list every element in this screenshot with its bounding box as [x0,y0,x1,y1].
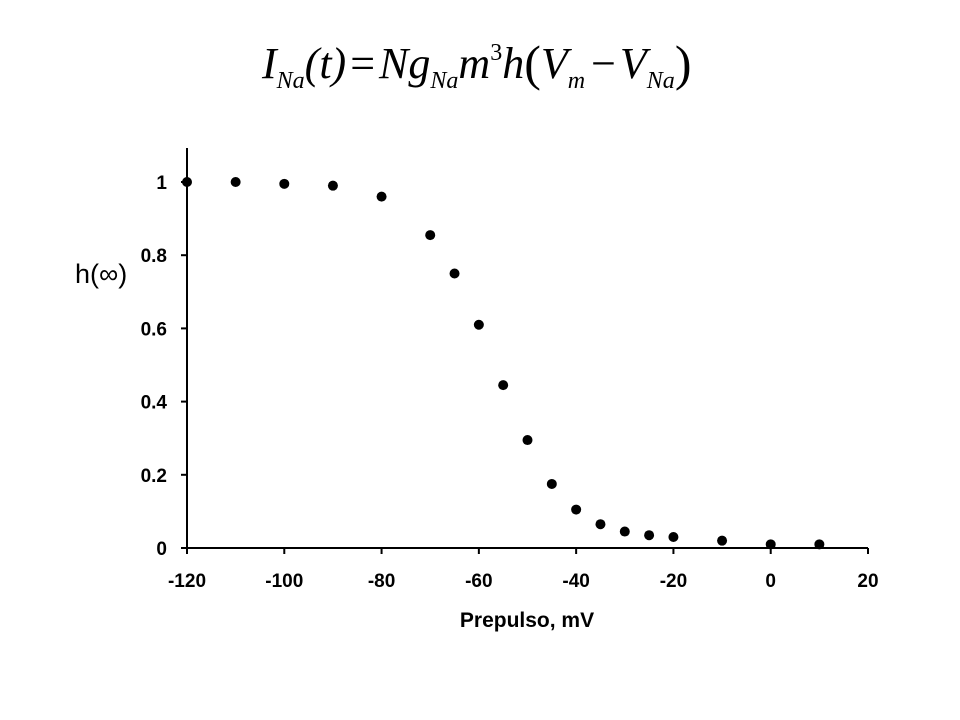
x-tick-label: -80 [368,571,395,592]
x-tick-label: 20 [857,571,878,592]
y-tick-label: 0.8 [141,246,167,267]
current-equation: INa(t)=NgNam3h(Vm −VNa) [261,35,691,94]
x-tick-label: 0 [765,571,776,592]
data-points [182,177,825,550]
eq-m: m [458,39,490,88]
x-axis-title: Prepulso, mV [460,609,594,632]
data-point [814,539,825,550]
eq-m-exp: 3 [490,40,502,66]
data-point [327,180,338,191]
eq-lhs-arg: (t) [305,39,347,88]
svg-text:INa(t)=NgNam3h(Vm−VNa): INa(t)=NgNam3h(Vm −VNa) [261,35,691,94]
y-tick-label: 0.4 [141,393,168,414]
data-point [619,526,630,537]
y-tick-label: 1 [156,173,167,194]
data-point [279,178,290,189]
data-point [425,230,436,241]
axes [186,148,868,549]
x-tick-label: -60 [465,571,492,592]
data-point [376,191,387,202]
data-point [230,177,241,187]
data-point [449,268,460,279]
y-tick-label: 0 [156,539,167,560]
data-point [473,319,484,330]
eq-lparen: ( [524,35,541,91]
data-point [571,504,582,515]
eq-VNa: V [620,39,652,88]
eq-Vm: V [541,39,573,88]
data-point [546,478,557,489]
data-point [765,539,776,550]
eq-Vm-sub: m [568,68,585,94]
eq-h: h [502,39,524,88]
data-point [522,435,533,446]
eq-equals: = [350,39,375,88]
data-point [595,519,606,530]
data-point [498,380,509,391]
x-tick-label: -40 [562,571,589,592]
y-ticks: 0 0.2 0.4 0.6 0.8 1 [141,173,187,560]
data-point [717,535,728,546]
data-point [182,177,192,187]
data-point [644,530,655,541]
data-point [668,532,679,543]
x-tick-label: -120 [168,571,206,592]
eq-g-sub: Na [429,68,458,94]
x-ticks: -120 -100 -80 -60 -40 -20 0 20 [168,548,879,592]
eq-I-sub: Na [276,68,305,94]
eq-g: g [408,39,430,88]
eq-VNa-sub: Na [646,68,675,94]
y-tick-label: 0.6 [141,319,167,340]
y-axis-title: h(∞) [75,259,127,289]
eq-rparen: ) [675,35,692,91]
eq-N: N [378,39,411,88]
eq-I: I [261,39,279,88]
x-tick-label: -20 [660,571,687,592]
y-tick-label: 0.2 [141,466,167,487]
x-tick-label: -100 [265,571,303,592]
eq-minus: − [591,39,616,88]
